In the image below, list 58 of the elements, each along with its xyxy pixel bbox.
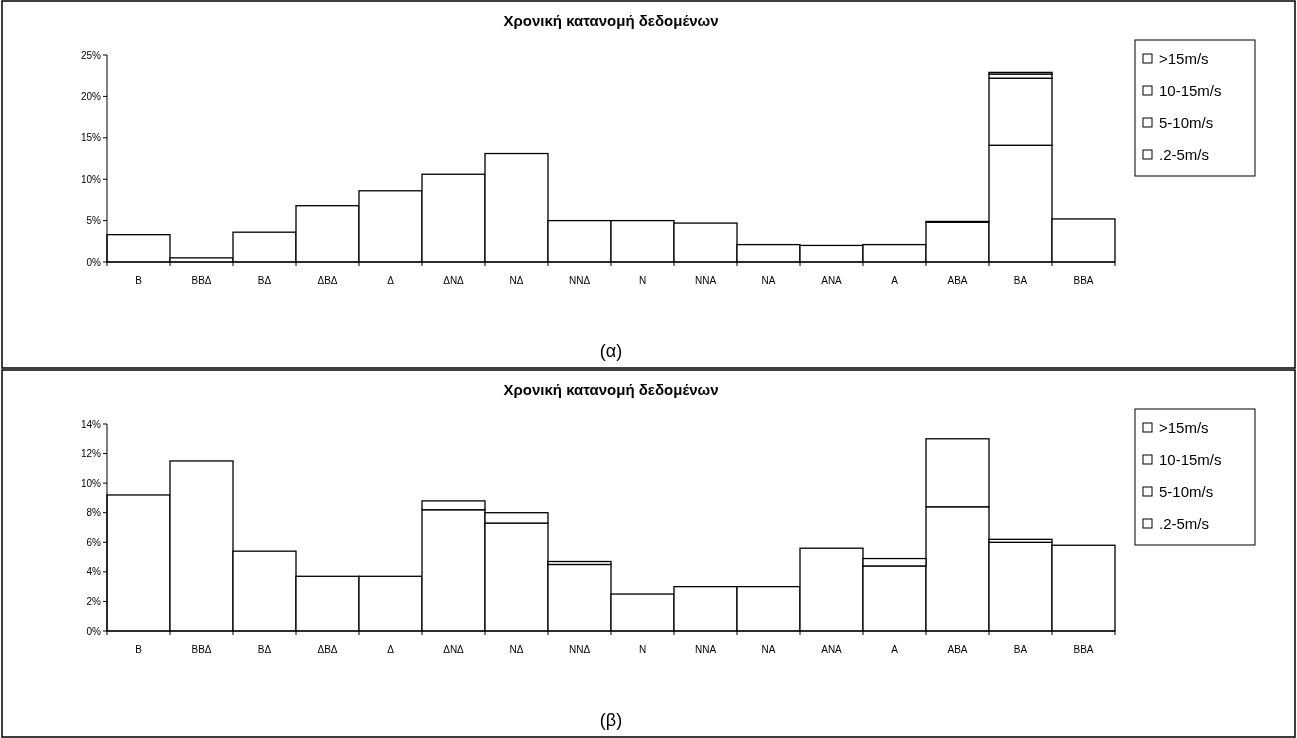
y-tick-label: 10% (80, 173, 102, 185)
legend-label: >15m/s (1159, 419, 1209, 437)
x-tick-label: N (638, 644, 647, 655)
x-tick-label: NA (761, 644, 776, 655)
y-tick-label: 15% (80, 132, 102, 144)
legend-label: 10-15m/s (1159, 451, 1222, 469)
x-tick-label: BBA (1073, 644, 1094, 655)
x-tick-label: ANA (821, 275, 843, 286)
x-tick-label: ABA (947, 275, 968, 286)
x-tick-label: ΔNΔ (443, 275, 465, 286)
legend-label: 10-15m/s (1159, 82, 1222, 100)
chart-title: Χρονική κατανομή δεδομένων (503, 12, 719, 29)
y-tick-label: 0% (86, 625, 102, 637)
legend-label: .2-5m/s (1159, 515, 1210, 533)
x-tick-label: ΔBΔ (317, 644, 338, 655)
x-tick-label: A (891, 275, 899, 286)
x-tick-label: N (638, 275, 647, 286)
chart-title: Χρονική κατανομή δεδομένων (503, 381, 719, 398)
y-tick-label: 4% (86, 566, 102, 578)
x-tick-label: ABA (947, 644, 968, 655)
text: (β) (599, 710, 623, 730)
x-tick-label: BBΔ (191, 275, 212, 286)
legend-label: 5-10m/s (1159, 483, 1214, 501)
y-tick-label: 10% (80, 477, 102, 489)
x-tick-label: BΔ (257, 275, 272, 286)
text: (α) (599, 341, 623, 361)
x-tick-label: BA (1013, 644, 1028, 655)
x-tick-label: Δ (387, 644, 395, 655)
x-tick-label: BA (1013, 275, 1028, 286)
legend-label: 5-10m/s (1159, 114, 1214, 132)
x-tick-label: A (891, 644, 899, 655)
x-tick-label: ANA (821, 644, 843, 655)
x-tick-label: B (135, 275, 143, 286)
y-tick-label: 5% (86, 215, 102, 227)
y-tick-label: 0% (86, 256, 102, 268)
x-tick-label: NA (761, 275, 776, 286)
legend-label: >15m/s (1159, 50, 1209, 68)
x-tick-label: Δ (387, 275, 395, 286)
y-tick-label: 6% (86, 536, 102, 548)
y-tick-label: 14% (80, 418, 102, 430)
x-tick-label: BBΔ (191, 644, 212, 655)
x-tick-label: ΔBΔ (317, 275, 338, 286)
x-tick-label: NNΔ (568, 644, 591, 655)
y-tick-label: 20% (80, 90, 102, 102)
y-tick-label: 12% (80, 448, 102, 460)
x-tick-label: NΔ (509, 644, 524, 655)
legend-label: .2-5m/s (1159, 146, 1210, 164)
x-tick-label: NNA (694, 644, 717, 655)
x-tick-label: ΔNΔ (443, 644, 465, 655)
y-tick-label: 2% (86, 595, 102, 607)
x-tick-label: NNA (694, 275, 717, 286)
x-tick-label: NNΔ (568, 275, 591, 286)
y-tick-label: 8% (86, 507, 102, 519)
y-tick-label: 25% (80, 49, 102, 61)
x-tick-label: BBA (1073, 275, 1094, 286)
x-tick-label: NΔ (509, 275, 524, 286)
x-tick-label: B (135, 644, 143, 655)
x-tick-label: BΔ (257, 644, 272, 655)
